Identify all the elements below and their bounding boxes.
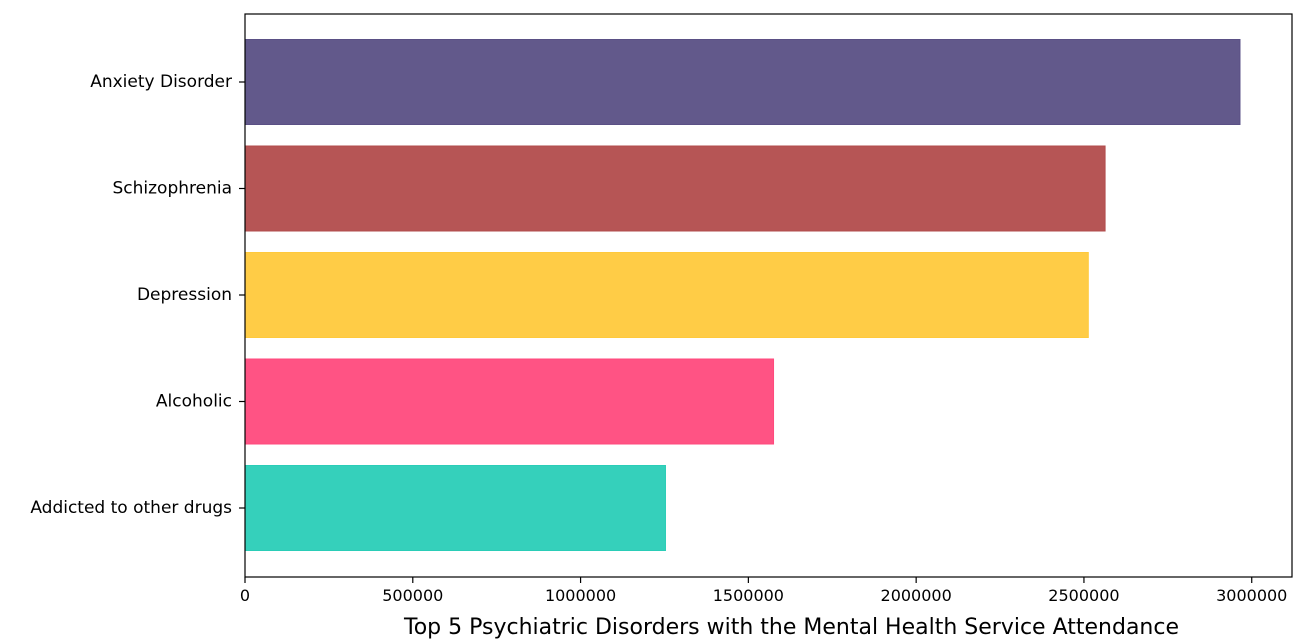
x-tick-label: 1500000 bbox=[713, 586, 784, 605]
x-axis-ticks: 0 500000 1000000 1500000 2000000 2500000 30000… bbox=[240, 577, 1287, 605]
plot-frame bbox=[244, 13, 1293, 578]
y-tick-label-anxiety-disorder: Anxiety Disorder bbox=[90, 72, 232, 92]
y-axis-labels: Anxiety Disorder Schizophrenia Depression A… bbox=[30, 72, 245, 518]
x-tick-label: 3000000 bbox=[1216, 586, 1287, 605]
bars-group bbox=[244, 39, 1241, 551]
x-tick-label: 2000000 bbox=[881, 586, 952, 605]
x-tick-label: 2500000 bbox=[1048, 586, 1119, 605]
bar-depression bbox=[244, 252, 1089, 338]
x-tick-label: 0 bbox=[240, 586, 250, 605]
bar-alcoholic bbox=[244, 358, 775, 445]
bar-schizophrenia bbox=[244, 145, 1106, 232]
y-tick-label-alcoholic: Alcoholic bbox=[156, 392, 232, 412]
y-tick-label-schizophrenia: Schizophrenia bbox=[112, 179, 232, 199]
y-tick-label-depression: Depression bbox=[137, 285, 232, 305]
x-axis-label: Top 5 Psychiatric Disorders with the Men… bbox=[403, 615, 1179, 639]
bar-addicted-to-other-drugs bbox=[244, 465, 666, 551]
x-tick-label: 1000000 bbox=[545, 586, 616, 605]
y-tick-label-addicted-to-other-drugs: Addicted to other drugs bbox=[30, 498, 232, 518]
bar-anxiety-disorder bbox=[244, 39, 1241, 125]
x-tick-label: 500000 bbox=[382, 586, 443, 605]
